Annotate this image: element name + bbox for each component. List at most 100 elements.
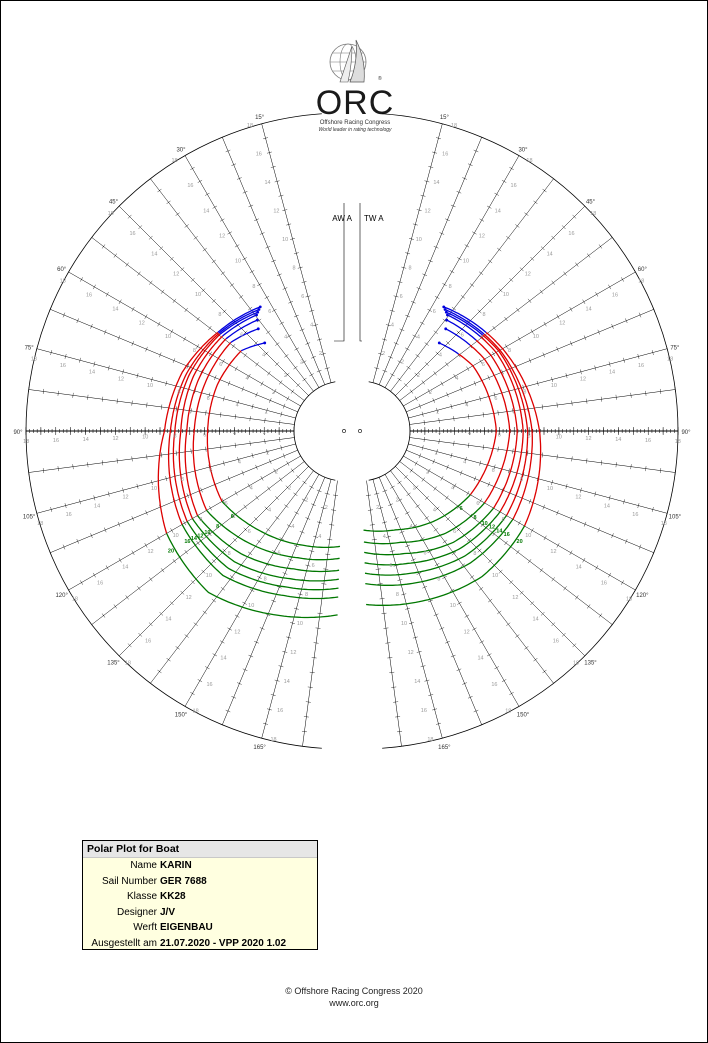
- speed-tick-label: 6: [453, 529, 456, 535]
- radial-tick: [401, 593, 407, 596]
- radial-tick: [275, 362, 279, 366]
- radial-tick: [316, 369, 322, 373]
- speed-tick-label: 6: [203, 432, 206, 438]
- speed-tick-label: 2: [284, 373, 287, 379]
- radial-tick: [563, 586, 567, 591]
- radial-tick: [175, 406, 177, 412]
- radial-tick: [294, 511, 299, 515]
- radial-tick: [209, 351, 212, 357]
- radial-tick: [288, 301, 294, 304]
- radial-tick: [101, 244, 106, 249]
- speed-tick-label: 18: [37, 521, 43, 527]
- radial-tick: [237, 400, 240, 406]
- speed-tick-label: 8: [483, 312, 486, 318]
- radial-tick: [442, 283, 447, 286]
- radial-tick: [329, 524, 335, 526]
- speed-tick-label: 10: [551, 383, 557, 389]
- speed-tick-label: 14: [112, 306, 118, 312]
- radial-tick: [79, 499, 81, 505]
- speed-tick-label: 16: [645, 438, 651, 444]
- info-label: Klasse: [126, 891, 157, 902]
- radial-tick: [498, 569, 503, 574]
- radial-tick: [309, 485, 314, 489]
- speed-tick-label: 8: [218, 312, 221, 318]
- radial-tick: [479, 218, 485, 222]
- speed-tick-label: 2: [305, 498, 308, 504]
- radial-tick: [193, 236, 198, 240]
- series-label: 20: [517, 539, 523, 545]
- info-row-sail-number: Sail Number GER 7688: [83, 874, 317, 890]
- radial-tick: [397, 377, 402, 382]
- speed-tick-label: 4: [268, 507, 271, 513]
- radial-tick: [621, 277, 624, 282]
- speed-tick-label: 10: [142, 435, 148, 441]
- speed-tick-label: 4: [310, 322, 313, 328]
- speed-tick-label: 2: [275, 470, 278, 476]
- radial-tick: [305, 295, 311, 298]
- radial-tick: [393, 701, 399, 703]
- radial-tick: [416, 651, 422, 653]
- radial-tick: [486, 653, 492, 657]
- radial-tick: [460, 295, 466, 299]
- radial-tick: [456, 668, 462, 671]
- series-label: 10: [482, 521, 488, 527]
- radial-tick: [266, 407, 268, 413]
- radial-tick: [146, 454, 148, 460]
- radial-tick: [49, 306, 52, 312]
- footer-url[interactable]: www.orc.org: [329, 998, 379, 1008]
- speed-tick-label: 12: [575, 495, 581, 501]
- speed-tick-label: 6: [312, 563, 315, 569]
- series-start-marker: [258, 305, 262, 309]
- radial-tick: [561, 632, 566, 637]
- radial-tick: [445, 362, 449, 367]
- radial-tick: [410, 301, 416, 304]
- polar-curve-upwind-12: [447, 314, 482, 338]
- radial-tick: [424, 679, 430, 682]
- radial-tick: [473, 476, 477, 482]
- radial-tick: [457, 601, 462, 605]
- polar-curve-reaching-16: [167, 332, 220, 525]
- speed-tick-label: 6: [219, 362, 222, 368]
- radial-tick: [284, 504, 289, 508]
- radial-tick: [219, 723, 225, 726]
- speed-tick-label: 8: [305, 592, 308, 598]
- radial-tick: [72, 464, 74, 470]
- radial-tick: [563, 271, 567, 276]
- radial-tick: [504, 316, 508, 322]
- speed-tick-label: 14: [576, 565, 582, 571]
- radial-tick: [42, 388, 45, 394]
- radial-tick: [323, 568, 329, 570]
- info-title: Polar Plot for Boat: [83, 841, 317, 858]
- speed-tick-label: 16: [568, 231, 574, 237]
- radial-tick: [425, 496, 429, 500]
- polar-curve-reaching-20: [157, 331, 219, 534]
- radial-tick: [565, 483, 568, 489]
- speed-tick-label: 12: [234, 629, 240, 635]
- radial-tick: [122, 369, 124, 375]
- speed-tick-label: 16: [60, 363, 66, 369]
- radial-tick: [311, 657, 317, 659]
- radial-tick: [311, 356, 316, 359]
- radial-tick: [551, 280, 555, 285]
- radial-tick: [131, 550, 135, 556]
- radial-tick: [395, 716, 401, 718]
- radial-tick: [190, 408, 192, 414]
- radial-tick: [200, 487, 203, 493]
- radial-tick: [159, 246, 164, 251]
- angle-label: 60°: [638, 267, 648, 273]
- polar-grid: [25, 113, 679, 749]
- speed-tick-label: 12: [139, 320, 145, 326]
- radial-tick: [237, 682, 242, 685]
- radial-tick: [170, 329, 174, 334]
- radial-tick: [433, 613, 439, 616]
- radial-tick: [294, 347, 299, 351]
- radial-tick: [125, 262, 129, 267]
- radial-tick: [472, 627, 477, 631]
- speed-tick-label: 14: [586, 306, 592, 312]
- speed-tick-label: 8: [228, 551, 231, 557]
- radial-tick: [409, 622, 414, 624]
- radial-tick: [533, 200, 538, 205]
- polar-labels: 2468101214161824681012141618246810121416…: [13, 115, 691, 751]
- radial-tick: [440, 381, 444, 386]
- radial-tick: [184, 634, 189, 638]
